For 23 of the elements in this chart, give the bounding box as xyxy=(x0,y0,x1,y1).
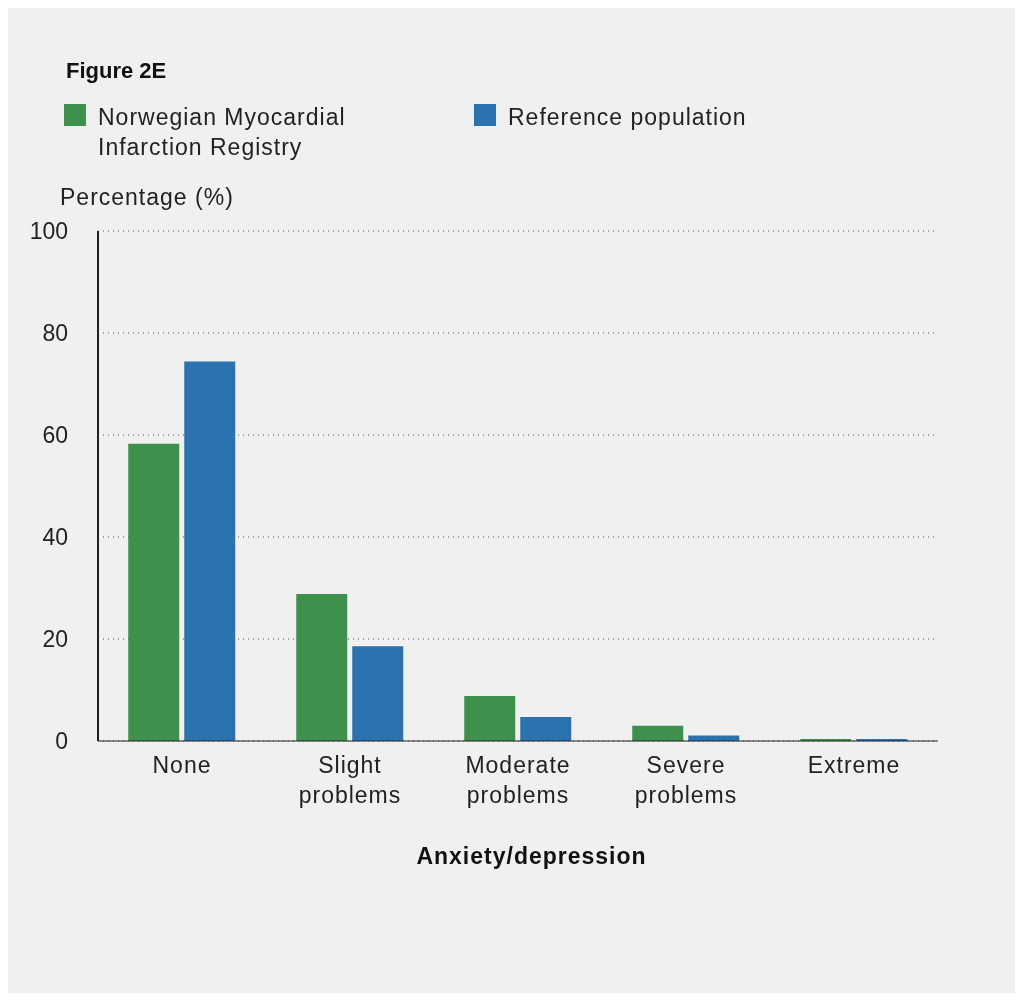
x-tick-label: None xyxy=(152,752,212,778)
bar xyxy=(464,696,516,741)
bar xyxy=(352,646,404,741)
y-tick-label: 0 xyxy=(55,728,68,755)
y-axis-title: Percentage (%) xyxy=(60,184,235,211)
x-tick-label: Moderate problems xyxy=(465,752,571,808)
bar xyxy=(520,717,572,741)
y-tick-label: 20 xyxy=(42,626,68,653)
x-tick-label: Extreme xyxy=(807,752,901,778)
legend-label: Reference population xyxy=(508,103,747,132)
y-tick-label: 80 xyxy=(42,320,68,347)
x-tick-label: Severe problems xyxy=(634,752,738,808)
bar xyxy=(632,725,684,741)
bar xyxy=(184,361,236,741)
y-tick-label: 100 xyxy=(29,218,68,245)
y-tick-label: 40 xyxy=(42,524,68,551)
y-tick-label: 60 xyxy=(42,422,68,449)
x-axis-title: Anxiety/depression xyxy=(415,843,648,870)
bar xyxy=(296,594,348,741)
x-tick-label: Slight problems xyxy=(298,752,402,808)
bar xyxy=(128,443,180,741)
chart-title: Figure 2E xyxy=(66,58,168,84)
legend-label: Norwegian Myocardial Infarction Registry xyxy=(98,103,347,162)
